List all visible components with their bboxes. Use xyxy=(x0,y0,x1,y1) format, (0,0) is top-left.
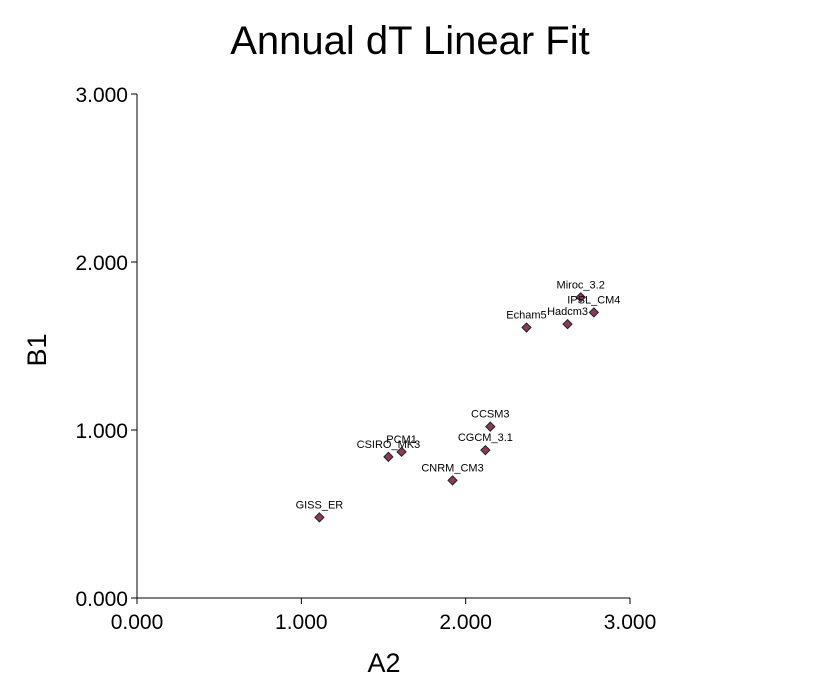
data-point xyxy=(314,512,325,523)
data-point xyxy=(383,451,394,463)
y-tick-label: 2.000 xyxy=(75,252,128,275)
x-tick-label: 1.000 xyxy=(275,611,328,634)
data-point-label: PCM1 xyxy=(386,434,417,446)
ticks: 0.000 1.000 2.000 3.000 0.000 1.000 2.000 3.000 xyxy=(75,84,656,634)
y-tick-label: 1.000 xyxy=(75,420,128,443)
y-tick-label: 3.000 xyxy=(75,84,128,107)
data-point-label: Hadcm3 xyxy=(547,306,588,318)
x-tick-label: 2.000 xyxy=(439,611,492,634)
data-point-label: GISS_ER xyxy=(296,499,344,511)
data-point-label: CCSM3 xyxy=(471,409,510,421)
x-axis-label: A2 xyxy=(367,648,400,678)
data-point xyxy=(575,292,586,303)
data-point xyxy=(396,446,407,458)
y-axis-label: B1 xyxy=(22,333,52,366)
data-point xyxy=(480,444,491,456)
data-point-label: CNRM_CM3 xyxy=(421,462,483,474)
data-point xyxy=(447,475,458,486)
data-point xyxy=(485,421,496,432)
data-point-label: CGCM_3.1 xyxy=(458,432,513,444)
data-point-label: Miroc_3.2 xyxy=(557,279,605,291)
x-tick-label: 3.000 xyxy=(604,611,657,634)
data-point-label: Echam5 xyxy=(506,310,546,322)
data-point xyxy=(521,322,532,333)
axes xyxy=(136,94,630,599)
data-point-label: IPSL_CM4 xyxy=(567,294,620,306)
y-tick-label: 0.000 xyxy=(75,588,128,611)
data-point-label: CSIRO_MK3 xyxy=(357,439,421,451)
data-point xyxy=(562,318,573,330)
chart-title: Annual dT Linear Fit xyxy=(230,19,589,63)
x-tick-label: 0.000 xyxy=(111,611,164,634)
data-point xyxy=(588,307,600,318)
